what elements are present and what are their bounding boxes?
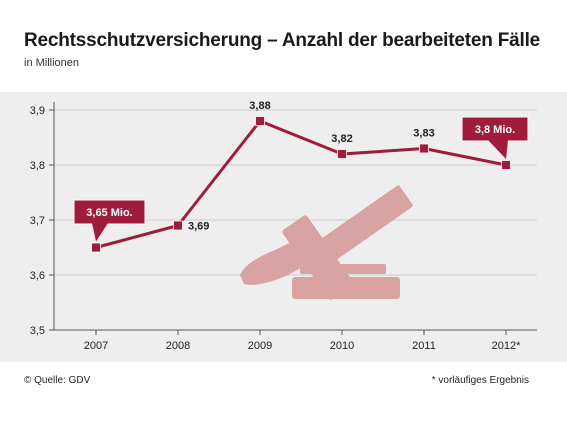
axes [49,102,537,335]
chart-area: 3,5 3,6 3,7 3,8 3,9 2007 2008 2009 2010 2011 2012… [0,92,567,362]
callout-box [461,116,529,142]
series-path [95,119,507,249]
callout-text: 3,8 Mio. [475,124,515,136]
y-tick-label: 3,7 [30,215,45,227]
y-tick-label: 3,8 [30,160,45,172]
source-note: © Quelle: GDV [24,375,91,386]
data-point [419,143,429,154]
callout-label: 3,65 Mio. [73,199,146,242]
callout-pointer [92,223,108,242]
callout-box [73,199,146,225]
line-chart: 3,5 3,6 3,7 3,8 3,9 2007 2008 2009 2010 2011 2012… [30,100,537,352]
data-point [173,220,183,231]
x-axis-tick-labels: 2007 2008 2009 2010 2011 2012* [84,340,521,352]
data-label: 3,83 [413,128,434,140]
data-labels: 3,69 3,88 3,82 3,83 3,65 Mio. 3,8 Mio. [73,100,529,242]
y-tick-label: 3,5 [30,325,45,337]
gavel-icon [240,185,413,300]
data-label: 3,82 [331,133,352,145]
callout-text: 3,65 Mio. [86,207,132,219]
x-tick-label: 2010 [330,340,354,352]
footnote: * vorläufiges Ergebnis [431,375,529,386]
y-axis-tick-labels: 3,5 3,6 3,7 3,8 3,9 [30,105,45,337]
chart-subtitle: in Millionen [24,57,80,69]
y-tick-label: 3,9 [30,105,45,117]
chart-title: Rechtsschutzversicherung – Anzahl der be… [24,30,541,51]
data-point [255,116,265,126]
callout-label: 3,8 Mio. [461,116,529,159]
data-point [501,160,511,170]
x-tick-label: 2007 [84,340,108,352]
x-tick-label: 2008 [166,340,190,352]
x-tick-label: 2012* [492,340,521,352]
x-tick-label: 2009 [248,340,272,352]
data-point [91,242,101,253]
data-label: 3,88 [249,100,270,112]
data-label: 3,69 [188,221,209,233]
series-line [91,116,511,253]
callout-pointer [488,140,508,159]
data-point [337,149,347,159]
x-tick-label: 2011 [412,340,436,352]
y-tick-label: 3,6 [30,270,45,282]
